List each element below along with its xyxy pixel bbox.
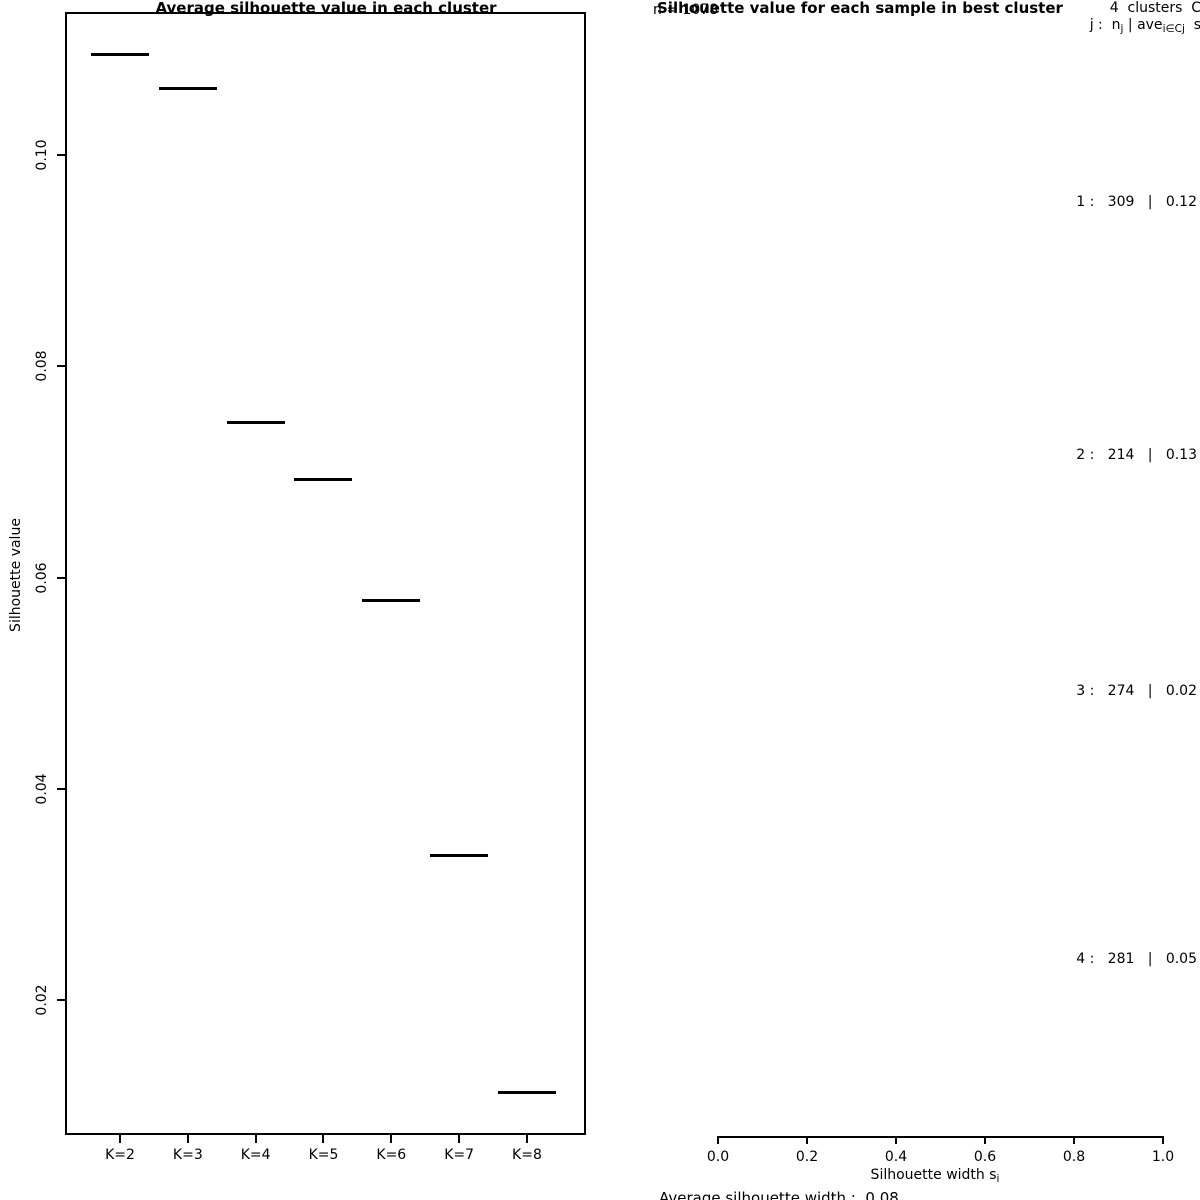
right-chart-title: Silhouette value for each sample in best… <box>657 0 1063 17</box>
left-plot-area <box>65 12 586 1135</box>
right-x-tick <box>806 1137 808 1144</box>
left-x-tick-label: K=3 <box>172 1147 203 1163</box>
right-x-tick <box>1162 1137 1164 1144</box>
right-x-tick-label: 0.0 <box>706 1149 730 1165</box>
right-x-tick-label: 0.4 <box>884 1149 908 1165</box>
right-x-tick-label: 1.0 <box>1151 1149 1175 1165</box>
avg-silhouette-segment <box>497 1091 556 1095</box>
left-y-tick <box>57 787 65 790</box>
left-x-tick <box>525 1135 528 1143</box>
right-x-tick-label: 0.6 <box>973 1149 997 1165</box>
avg-silhouette-segment <box>158 86 217 90</box>
left-x-tick <box>119 1135 121 1143</box>
left-y-tick <box>57 365 65 368</box>
right-x-axis-line <box>717 1136 1164 1138</box>
left-y-tick-label: 0.10 <box>33 139 50 171</box>
right-x-tick-label: 0.8 <box>1062 1149 1086 1165</box>
left-x-tick-label: K=5 <box>308 1147 339 1163</box>
right-n-samples-text: n = 1078 <box>653 1 719 18</box>
left-y-tick-label: 0.02 <box>33 984 50 1016</box>
right-x-tick <box>984 1137 986 1144</box>
left-x-tick-label: K=4 <box>240 1147 271 1163</box>
left-x-tick <box>390 1135 393 1143</box>
right-x-tick <box>1073 1137 1075 1144</box>
left-x-tick <box>458 1135 461 1143</box>
right-x-tick <box>717 1137 719 1144</box>
left-x-tick-label: K=2 <box>105 1147 135 1163</box>
avg-silhouette-segment <box>430 853 489 857</box>
avg-silhouette-segment <box>226 420 285 424</box>
right-x-tick <box>895 1137 897 1144</box>
left-x-tick-label: K=8 <box>512 1147 542 1163</box>
left-y-tick <box>57 999 65 1001</box>
avg-silhouette-segment <box>294 477 353 481</box>
right-x-tick-label: 0.2 <box>795 1149 819 1165</box>
cluster-summary-row: 3 : 274 | 0.02 <box>1076 682 1197 699</box>
left-x-tick <box>322 1135 325 1143</box>
cluster-summary-row: 4 : 281 | 0.05 <box>1076 950 1197 967</box>
cluster-summary-row: 2 : 214 | 0.13 <box>1076 446 1197 463</box>
left-y-axis-label: Silhouette value <box>7 518 24 632</box>
cluster-summary-row: 1 : 309 | 0.12 <box>1076 193 1197 210</box>
left-x-tick <box>254 1135 257 1143</box>
left-y-tick-label: 0.04 <box>33 773 50 805</box>
left-y-tick <box>57 154 65 156</box>
avg-silhouette-segment <box>362 599 421 603</box>
average-silhouette-width-subtitle: Average silhouette width : 0.08 <box>659 1189 899 1200</box>
left-x-tick-label: K=6 <box>376 1147 407 1163</box>
avg-silhouette-segment <box>91 53 149 57</box>
right-cluster-legend-formula: j : nj | avei∈Cj si <box>1089 17 1200 35</box>
left-x-tick-label: K=7 <box>444 1147 475 1163</box>
right-k-clusters-text: 4 clusters Cj <box>1109 0 1200 16</box>
left-y-tick <box>57 576 65 579</box>
left-x-tick <box>186 1135 189 1143</box>
right-x-axis-label: Silhouette width si <box>870 1167 1000 1185</box>
left-y-tick-label: 0.06 <box>33 561 50 594</box>
left-y-tick-label: 0.08 <box>33 350 50 382</box>
